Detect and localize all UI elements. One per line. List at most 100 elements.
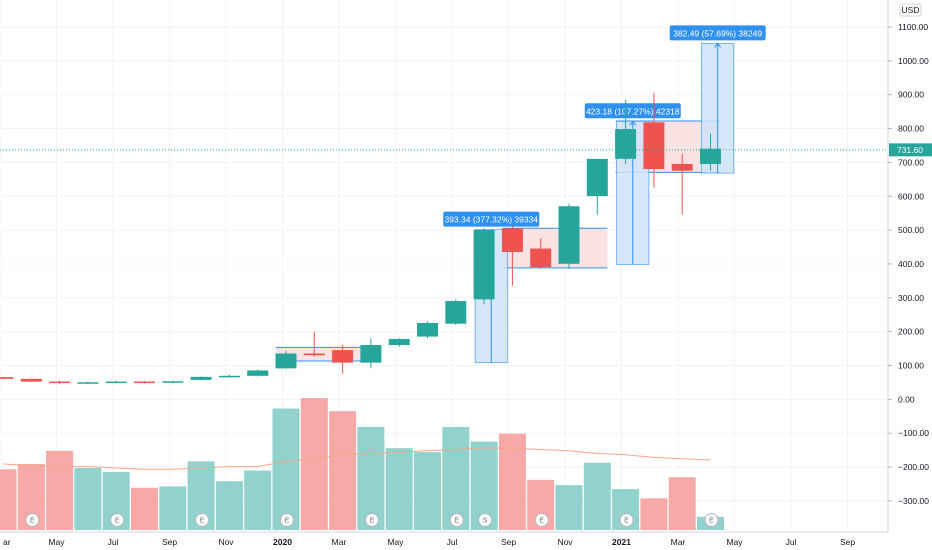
volume-bars — [0, 398, 724, 530]
candle-body — [77, 382, 99, 384]
measure-label-text: 423.18 (107.27%) 42318 — [586, 106, 680, 116]
price-tick-label: −300.00 — [898, 496, 929, 506]
time-tick-label: Nov — [557, 537, 573, 547]
measure-arrow-head — [714, 42, 722, 48]
earnings-badge: S — [478, 513, 493, 527]
candle — [49, 380, 71, 384]
candle-body — [332, 350, 354, 363]
candle-body — [0, 377, 14, 379]
volume-bar — [414, 452, 441, 530]
time-tick-label: ar — [3, 537, 11, 547]
candle — [586, 158, 608, 215]
price-tick-label: −200.00 — [898, 462, 929, 472]
candle — [671, 153, 693, 215]
time-axis: ar May Jul Sep Nov 2020 Mar May Jul Sep Nov 2021 Mar… — [0, 531, 932, 550]
volume-bar — [329, 411, 357, 530]
earnings-badge-circle — [280, 513, 294, 527]
candle — [558, 203, 580, 269]
candle — [501, 225, 523, 286]
candle-body — [247, 370, 269, 376]
candle — [700, 133, 721, 171]
price-tick-label: 400.00 — [898, 259, 924, 269]
earnings-badge-label: E — [454, 518, 459, 525]
candle — [417, 321, 438, 339]
price-tick-label: 200.00 — [898, 327, 924, 337]
candle — [0, 376, 14, 380]
candle-body — [360, 345, 382, 363]
earnings-badge: E — [704, 513, 719, 527]
earnings-badge-label: E — [200, 518, 205, 525]
price-tick-label: 1100.00 — [898, 22, 928, 32]
candle — [360, 338, 382, 369]
candle — [473, 228, 495, 305]
earnings-badge-circle — [534, 513, 549, 527]
volume-bar — [583, 462, 611, 530]
time-tick-label: 2020 — [273, 537, 292, 547]
price-tick-label: 300.00 — [898, 293, 924, 303]
range-box — [276, 347, 381, 361]
measure-label: 382.49 (57.69%) 38249 — [669, 25, 766, 41]
candle-body — [20, 378, 42, 382]
time-tick-label: Sep — [840, 537, 855, 547]
earnings-badge-label: E — [624, 518, 629, 525]
earnings-badge-circle — [704, 513, 719, 527]
candle — [190, 376, 212, 381]
candle — [332, 345, 354, 374]
candle-body — [615, 129, 637, 159]
volume-bar — [640, 498, 668, 530]
volume-bar — [668, 477, 696, 530]
earnings-badge: E — [619, 513, 634, 527]
candle — [218, 374, 240, 378]
candle — [445, 299, 467, 325]
candle-body — [134, 381, 155, 384]
measure-label: 393.34 (377.32%) 39334 — [443, 211, 540, 227]
time-tick-label: Jul — [447, 537, 458, 547]
earnings-badge-circle — [364, 513, 379, 527]
price-tick-label: 500.00 — [898, 225, 924, 235]
candle-body — [49, 381, 71, 384]
volume-bar — [159, 486, 187, 530]
volume-ma-line — [2, 447, 711, 470]
candle-body — [671, 163, 693, 171]
time-tick-label: May — [48, 537, 65, 547]
earnings-badge: E — [280, 513, 294, 527]
candle-body — [445, 301, 467, 324]
price-tick-label: 100.00 — [898, 361, 924, 371]
candle-body — [190, 376, 212, 380]
earnings-badge: E — [195, 513, 210, 527]
price-tick-label: −100.00 — [898, 428, 929, 438]
candle — [105, 380, 127, 384]
time-tick-label: Sep — [162, 537, 177, 547]
volume-bar — [272, 408, 300, 530]
earnings-badge-label: E — [709, 518, 714, 525]
earnings-badge-label: S — [483, 518, 488, 525]
volume-bar — [385, 448, 413, 530]
earnings-badge-label: E — [539, 518, 544, 525]
candle-body — [586, 158, 608, 197]
price-axis: 1100.00 1000.00 900.00 800.00 700.00 600.00 50… — [887, 0, 932, 550]
candle — [134, 380, 155, 384]
candle — [275, 350, 297, 369]
earnings-badge-circle — [478, 513, 493, 527]
measure-label-bg — [669, 25, 766, 41]
measure-label-bg — [584, 103, 681, 119]
measure-label-text: 382.49 (57.69%) 38249 — [673, 28, 762, 38]
earnings-badge: E — [449, 513, 464, 527]
candle-body — [643, 122, 665, 170]
last-price-label: 731.60 — [897, 145, 923, 155]
volume-bar — [498, 433, 526, 530]
candle-body — [530, 248, 552, 268]
volume-bar — [442, 427, 470, 530]
candle-body — [218, 375, 240, 378]
earnings-badge: E — [534, 513, 549, 527]
currency-label: USD — [902, 5, 920, 15]
candle-body — [700, 148, 721, 164]
earnings-badge-circle — [619, 513, 634, 527]
candle — [162, 380, 184, 384]
price-tick-label: 900.00 — [898, 90, 924, 100]
candle — [615, 99, 637, 164]
earnings-badge-label: E — [285, 518, 290, 525]
time-tick-label: May — [387, 537, 404, 547]
